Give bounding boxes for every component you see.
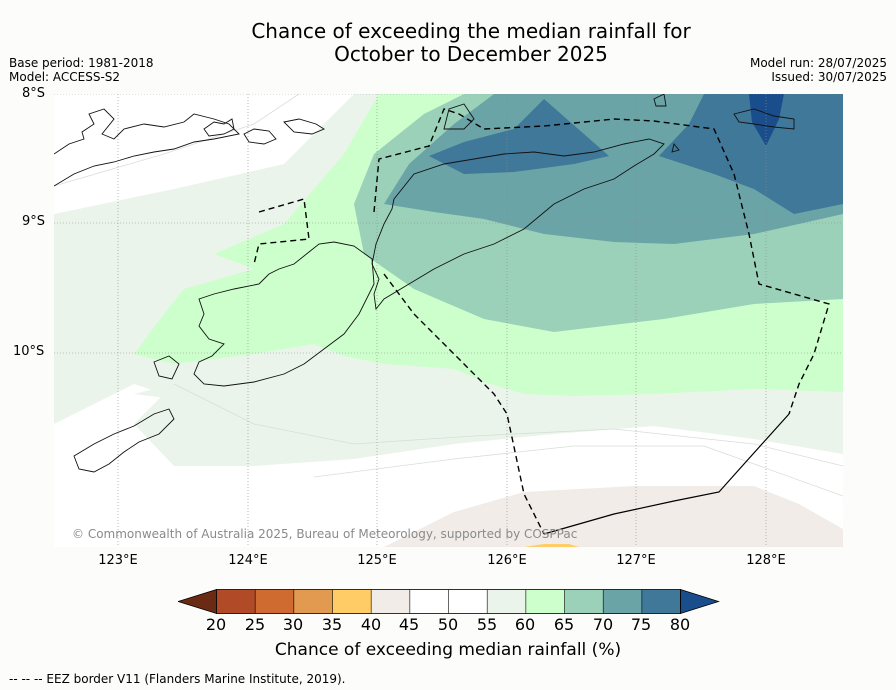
lat-label-9s: 9°S xyxy=(22,214,46,229)
eez-border-solid xyxy=(543,413,790,535)
lon-label-124e: 124°E xyxy=(228,553,268,568)
rainfall-map xyxy=(54,94,843,547)
contour-band-35-40 xyxy=(524,544,579,547)
colorbar-cell xyxy=(641,589,681,614)
contour-lines xyxy=(54,94,843,497)
colorbar-tick: 80 xyxy=(669,615,691,634)
model-run-text: Model run: 28/07/2025 xyxy=(749,56,887,70)
colorbar-cell xyxy=(409,589,449,614)
colorbar-tick: 45 xyxy=(398,615,420,634)
coastlines xyxy=(54,94,795,473)
colorbar-cell xyxy=(371,589,411,614)
colorbar-frame xyxy=(216,589,681,614)
graticule xyxy=(54,94,843,547)
lon-label-128e: 128°E xyxy=(746,553,786,568)
contour-band-75-80-east xyxy=(659,94,843,214)
colorbar-cell xyxy=(216,589,256,614)
lon-label-127e: 127°E xyxy=(616,553,656,568)
contour-band-75-80-west xyxy=(429,99,609,174)
colorbar-cell xyxy=(603,589,643,614)
colorbar xyxy=(178,589,720,615)
colorbar-cells xyxy=(178,589,720,615)
eez-legend-note: -- -- -- EEZ border V11 (Flanders Marine… xyxy=(9,672,346,686)
colorbar-tick: 25 xyxy=(244,615,266,634)
base-period-text: Base period: 1981-2018 xyxy=(9,56,154,70)
colorbar-cell xyxy=(255,589,295,614)
copyright-notice: © Commonwealth of Australia 2025, Bureau… xyxy=(72,527,578,541)
colorbar-label: Chance of exceeding median rainfall (%) xyxy=(274,640,622,660)
map-title: Chance of exceeding the median rainfall … xyxy=(0,20,896,66)
colorbar-tick: 30 xyxy=(282,615,304,634)
lon-label-123e: 123°E xyxy=(98,553,138,568)
colorbar-tick: 55 xyxy=(476,615,498,634)
title-line-2: October to December 2025 xyxy=(334,42,608,66)
eez-border xyxy=(253,108,830,535)
colorbar-cell xyxy=(525,589,565,614)
colorbar-cell xyxy=(332,589,372,614)
colorbar-tick: 50 xyxy=(437,615,459,634)
colorbar-tick: 40 xyxy=(360,615,382,634)
colorbar-extend-high xyxy=(680,589,720,615)
issued-text: Issued: 30/07/2025 xyxy=(771,70,887,84)
contour-band-80-plus xyxy=(749,94,784,146)
colorbar-cell xyxy=(487,589,527,614)
lon-label-126e: 126°E xyxy=(487,553,527,568)
contour-band-40-45 xyxy=(384,486,843,547)
colorbar-tick: 75 xyxy=(630,615,652,634)
colorbar-cell xyxy=(448,589,488,614)
colorbar-tick: 65 xyxy=(553,615,575,634)
model-text: Model: ACCESS-S2 xyxy=(9,70,121,84)
colorbar-tick: 70 xyxy=(592,615,614,634)
meta-left: Base period: 1981-2018 Model: ACCESS-S2 xyxy=(9,56,154,84)
colorbar-cell xyxy=(564,589,604,614)
meta-right: Model run: 28/07/2025 Issued: 30/07/2025 xyxy=(750,56,887,84)
colorbar-tick: 60 xyxy=(514,615,536,634)
lon-label-125e: 125°E xyxy=(357,553,397,568)
colorbar-cell xyxy=(293,589,333,614)
colorbar-extend-low xyxy=(178,589,217,615)
lat-label-10s: 10°S xyxy=(13,344,45,359)
title-line-1: Chance of exceeding the median rainfall … xyxy=(251,19,691,43)
lat-label-8s: 8°S xyxy=(22,86,46,101)
colorbar-tick: 35 xyxy=(321,615,343,634)
colorbar-tick: 20 xyxy=(205,615,227,634)
